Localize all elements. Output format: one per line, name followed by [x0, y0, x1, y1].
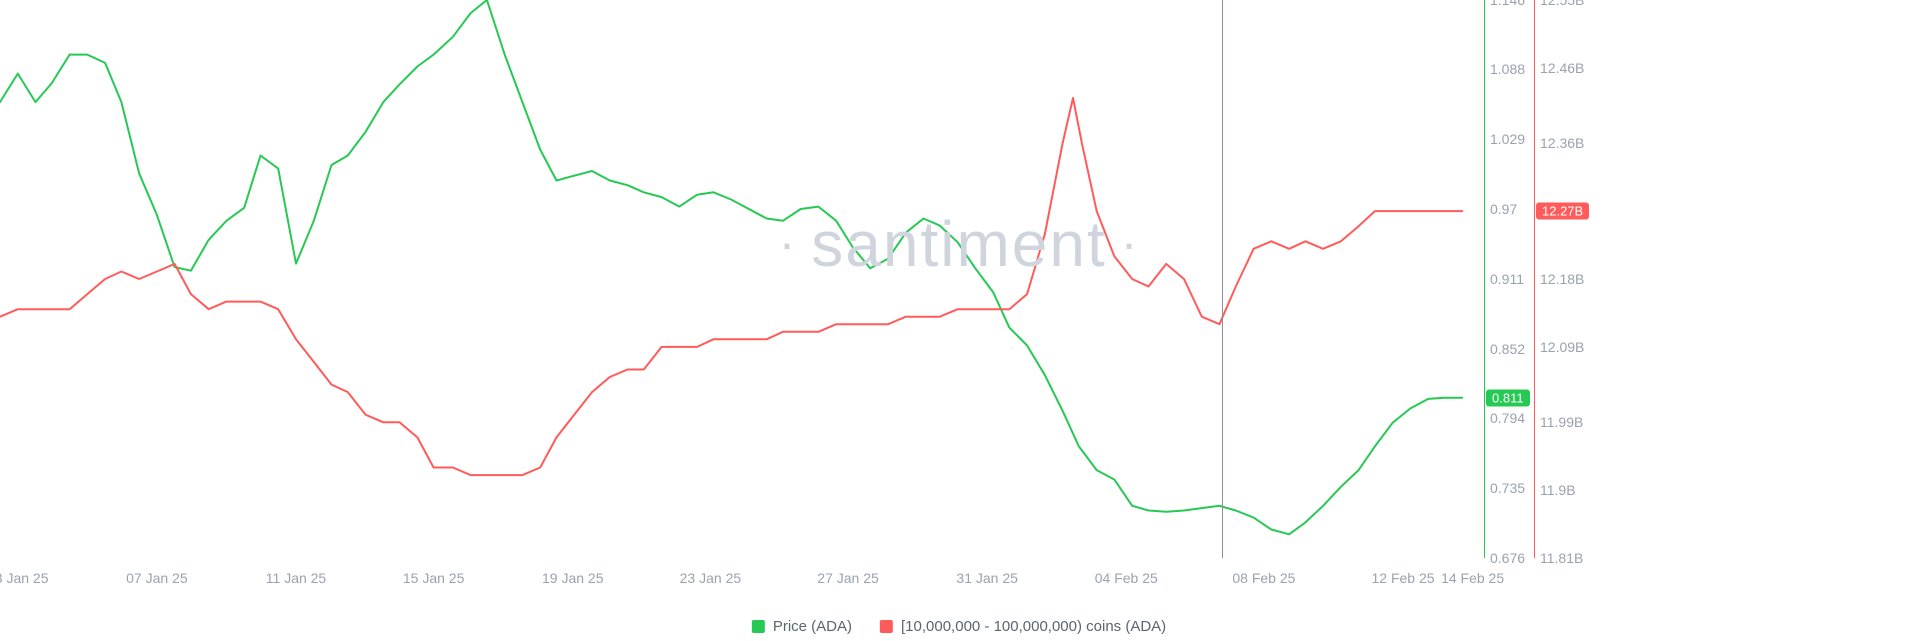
x-tick-label: 03 Jan 25 — [0, 570, 49, 586]
y-tick-label-price: 0.852 — [1490, 341, 1525, 357]
y-tick-label-price: 0.676 — [1490, 550, 1525, 566]
y-axis-line-price — [1484, 0, 1485, 558]
x-tick-label: 23 Jan 25 — [680, 570, 742, 586]
x-tick-label: 07 Jan 25 — [126, 570, 188, 586]
y-tick-label-supply: 11.81B — [1540, 550, 1583, 566]
price-current-badge: 0.811 — [1486, 389, 1530, 406]
y-tick-label-supply: 12.18B — [1540, 271, 1584, 287]
legend-item-price[interactable]: Price (ADA) — [752, 618, 852, 635]
y-tick-label-supply: 11.99B — [1540, 414, 1583, 430]
legend-swatch-price — [752, 620, 765, 633]
series-line — [0, 0, 1462, 534]
x-tick-label: 15 Jan 25 — [403, 570, 465, 586]
series-line — [0, 98, 1462, 475]
y-tick-label-supply: 12.46B — [1540, 60, 1584, 76]
chart-svg — [0, 0, 1918, 641]
x-tick-label: 19 Jan 25 — [542, 570, 604, 586]
legend-label-supply: [10,000,000 - 100,000,000) coins (ADA) — [901, 618, 1166, 635]
chart-container[interactable]: santiment 03 Jan 2507 Jan 2511 Jan 2515 … — [0, 0, 1918, 641]
supply-current-badge: 12.27B — [1536, 203, 1589, 220]
x-tick-label: 11 Jan 25 — [266, 570, 326, 586]
y-tick-label-supply: 12.36B — [1540, 135, 1584, 151]
x-tick-label: 12 Feb 25 — [1372, 570, 1435, 586]
x-tick-label: 04 Feb 25 — [1095, 570, 1158, 586]
y-tick-label-price: 0.735 — [1490, 480, 1525, 496]
y-tick-label-price: 1.088 — [1490, 61, 1525, 77]
x-tick-label: 27 Jan 25 — [817, 570, 879, 586]
x-tick-label: 14 Feb 25 — [1441, 570, 1504, 586]
y-tick-label-price: 0.97 — [1490, 201, 1517, 217]
crosshair-line — [1222, 0, 1223, 558]
y-tick-label-supply: 11.9B — [1540, 482, 1576, 498]
y-tick-label-price: 1.146 — [1490, 0, 1525, 8]
x-tick-label: 08 Feb 25 — [1232, 570, 1295, 586]
y-tick-label-price: 1.029 — [1490, 131, 1525, 147]
y-tick-label-supply: 12.09B — [1540, 339, 1584, 355]
legend: Price (ADA) [10,000,000 - 100,000,000) c… — [752, 618, 1166, 635]
y-tick-label-price: 0.911 — [1490, 271, 1524, 287]
y-tick-label-price: 0.794 — [1490, 410, 1525, 426]
x-tick-label: 31 Jan 25 — [956, 570, 1018, 586]
legend-swatch-supply — [880, 620, 893, 633]
y-tick-label-supply: 12.55B — [1540, 0, 1584, 8]
legend-label-price: Price (ADA) — [773, 618, 852, 635]
legend-item-supply[interactable]: [10,000,000 - 100,000,000) coins (ADA) — [880, 618, 1166, 635]
y-axis-line-supply — [1534, 0, 1535, 558]
